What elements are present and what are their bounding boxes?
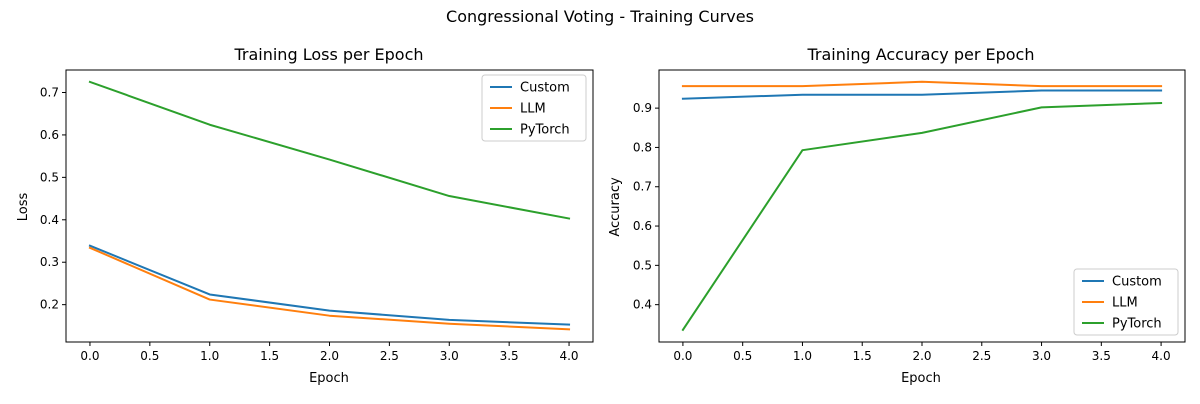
series-layer — [88, 80, 571, 331]
series-line-pytorch — [681, 101, 1163, 332]
y-axis-label: Accuracy — [608, 177, 623, 237]
x-tick-label: 0.0 — [673, 349, 692, 363]
y-tick-label: 0.9 — [633, 101, 652, 115]
x-tick-label: 1.0 — [200, 349, 219, 363]
y-tick-label: 0.4 — [40, 213, 59, 227]
legend-label: Custom — [1112, 275, 1162, 290]
x-tick-label: 2.0 — [912, 349, 931, 363]
legend-box — [1073, 268, 1179, 336]
tick-layer: 0.0 0.5 1.0 1.5 2.0 2.5 3.0 3.5 4.0 0.4 0.5 0.6 0.7 0… — [633, 101, 1171, 363]
legend-label: PyTorch — [1112, 317, 1162, 332]
x-tick-label: 1.0 — [793, 349, 812, 363]
x-tick-label: 1.5 — [853, 349, 872, 363]
y-tick-label: 0.6 — [40, 128, 59, 142]
series-line-pytorch — [88, 80, 571, 220]
y-tick-label: 0.7 — [40, 85, 59, 99]
y-tick-label: 0.4 — [633, 298, 652, 312]
x-axis-label: Epoch — [309, 371, 349, 386]
y-tick-label: 0.8 — [633, 140, 652, 154]
y-tick-label: 0.5 — [40, 170, 59, 184]
x-tick-label: 4.0 — [559, 349, 578, 363]
legend-label: Custom — [520, 81, 570, 96]
plot-frame — [658, 69, 1186, 343]
tick-layer: 0.0 0.5 1.0 1.5 2.0 2.5 3.0 3.5 4.0 0.2 0.3 0.4 0.5 0… — [40, 85, 579, 363]
legend-label: LLM — [1112, 296, 1138, 311]
figure-title: Congressional Voting - Training Curves — [446, 7, 754, 26]
series-line-custom — [88, 244, 571, 326]
legend: Custom LLM PyTorch — [481, 74, 587, 142]
x-tick-label: 0.0 — [80, 349, 99, 363]
x-tick-label: 1.5 — [260, 349, 279, 363]
series-line-custom — [681, 89, 1163, 100]
y-tick-label: 0.3 — [40, 255, 59, 269]
x-tick-label: 2.5 — [972, 349, 991, 363]
y-tick-label: 0.2 — [40, 298, 59, 312]
y-tick-label: 0.6 — [633, 219, 652, 233]
legend-box — [481, 74, 587, 142]
chart-title: Training Accuracy per Epoch — [806, 45, 1034, 64]
x-tick-label: 2.0 — [320, 349, 339, 363]
plot-frame — [65, 69, 594, 343]
x-tick-label: 3.5 — [500, 349, 519, 363]
legend: Custom LLM PyTorch — [1073, 268, 1179, 336]
x-tick-label: 3.0 — [1032, 349, 1051, 363]
y-tick-label: 0.5 — [633, 258, 652, 272]
loss-chart: Training Loss per Epoch Epoch Loss 0.0 0.… — [16, 45, 594, 386]
x-tick-label: 3.5 — [1092, 349, 1111, 363]
chart-title: Training Loss per Epoch — [233, 45, 423, 64]
x-tick-label: 3.0 — [440, 349, 459, 363]
x-tick-label: 2.5 — [380, 349, 399, 363]
y-axis-label: Loss — [16, 193, 31, 222]
series-layer — [681, 80, 1163, 332]
y-tick-label: 0.7 — [633, 180, 652, 194]
series-line-llm — [681, 80, 1163, 88]
series-line-llm — [88, 246, 571, 331]
legend-label: LLM — [520, 102, 546, 117]
x-axis-label: Epoch — [901, 371, 941, 386]
x-tick-label: 4.0 — [1152, 349, 1171, 363]
accuracy-chart: Training Accuracy per Epoch Epoch Accura… — [608, 45, 1186, 386]
x-tick-label: 0.5 — [140, 349, 159, 363]
x-tick-label: 0.5 — [733, 349, 752, 363]
legend-label: PyTorch — [520, 123, 570, 138]
